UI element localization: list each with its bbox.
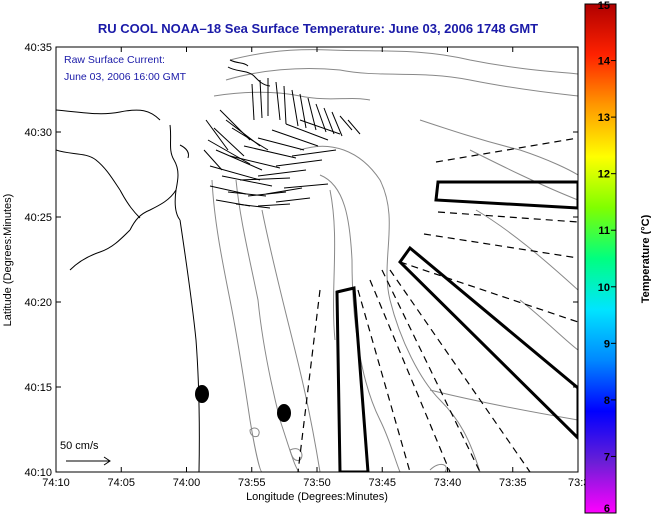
x-tick-label: 74:00 [173,477,201,489]
plot-background [56,47,578,472]
x-tick-label: 74:05 [107,477,135,489]
colorbar-tick-label: 15 [598,0,610,12]
colorbar-tick-label: 12 [598,169,610,181]
colorbar-tick-label: 9 [604,338,610,350]
x-tick-label: 73:45 [368,477,396,489]
y-tick-label: 40:25 [24,212,52,224]
colorbar-tick-label: 10 [598,282,610,294]
x-tick-label: 73:50 [303,477,331,489]
y-tick-label: 40:30 [24,127,52,139]
y-tick-label: 40:15 [24,382,52,394]
y-axis-label: Latitude (Degrees:Minutes) [2,194,14,327]
scale-arrow [66,456,111,466]
x-tick-label: 74:10 [42,477,70,489]
marker-south [277,404,291,422]
colorbar: 15 14 13 12 11 10 9 8 7 6 Temperature (°C) [584,0,651,515]
colorbar-tick-label: 8 [604,395,610,407]
dashed-lines [297,137,578,472]
colorbar-tick-label: 7 [604,451,610,463]
colorbar-label: Temperature (°C) [640,214,651,303]
y-tick-label: 40:20 [24,297,52,309]
current-label-line1: Raw Surface Current: [64,54,165,66]
x-axis-label: Longitude (Degrees:Minutes) [246,491,388,503]
current-label-line2: June 03, 2006 16:00 GMT [64,71,187,83]
colorbar-gradient [584,3,617,514]
colorbar-tick-label: 13 [598,112,610,124]
y-tick-label: 40:10 [24,467,52,479]
plot-area: Raw Surface Current: June 03, 2006 16:00… [55,46,579,473]
y-axis: 40:35 40:30 40:25 40:20 40:15 40:10 Latitude … [2,42,578,479]
colorbar-tick-label: 11 [598,225,610,237]
x-tick-label: 73:55 [238,477,266,489]
scale-label: 50 cm/s [60,440,99,452]
coastline [56,59,271,472]
x-tick-label: 73:35 [499,477,527,489]
colorbar-tick-label: 6 [604,503,610,515]
x-tick-label: 73:40 [434,477,462,489]
colorbar-tick-label: 14 [598,56,611,68]
figure-title: RU COOL NOAA–18 Sea Surface Temperature:… [98,21,538,36]
marker-north [195,385,209,403]
x-axis: 74:10 74:05 74:00 73:55 73:50 73:45 73:40 73:35… [42,47,589,503]
x-tick-label: 73:3 [568,477,589,489]
y-tick-label: 40:35 [24,42,52,54]
survey-boxes [335,180,578,472]
current-vectors [203,78,361,209]
